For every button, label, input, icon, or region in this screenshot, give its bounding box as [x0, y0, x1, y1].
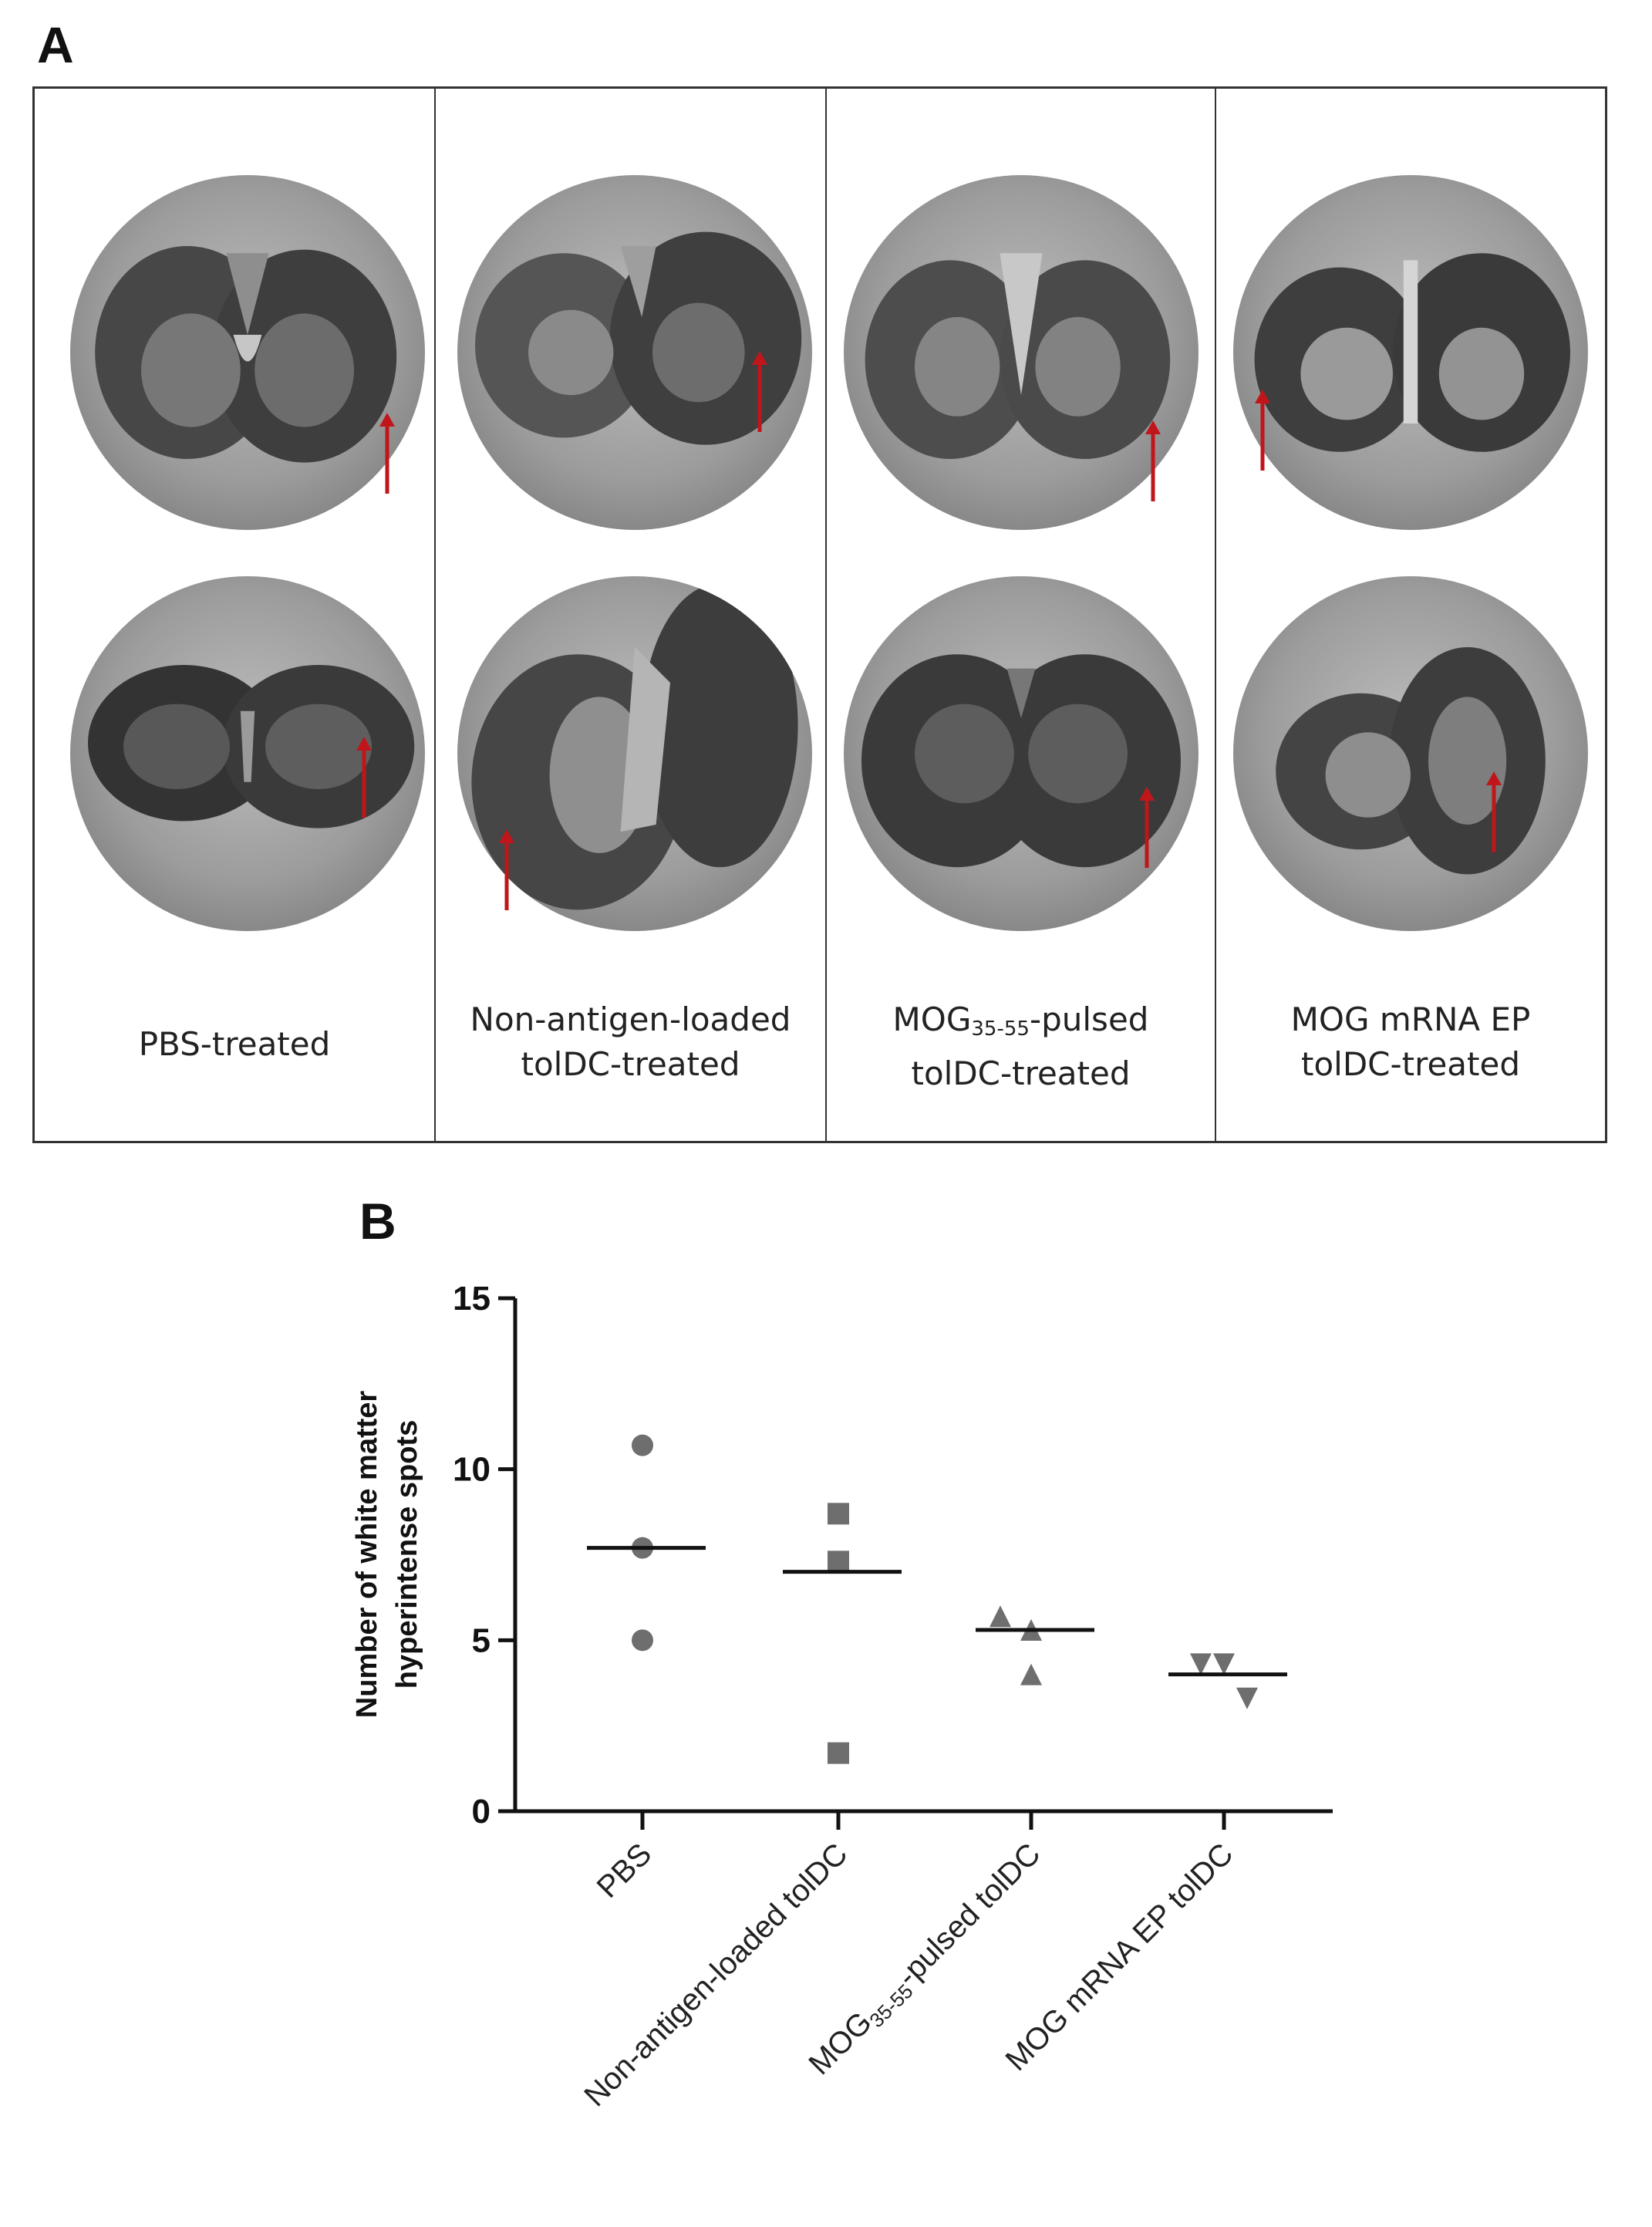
- y-tick-label: 10: [453, 1451, 491, 1489]
- y-tick-label: 0: [472, 1793, 491, 1831]
- data-point: [1213, 1653, 1235, 1675]
- caption-mog-mrna-line-2: tolDC-treated: [1300, 1045, 1520, 1083]
- data-point: [632, 1434, 653, 1456]
- caption-mog-mrna: MOG mRNA EP tolDC-treated: [1216, 997, 1605, 1087]
- panel-a-column-pbs: PBS-treated: [35, 89, 434, 1141]
- mri-image-mog-pulsed-bottom: [844, 576, 1199, 931]
- panel-a-column-non-antigen: Non-antigen-loaded tolDC-treated: [434, 89, 825, 1141]
- caption-pbs: PBS-treated: [35, 1022, 434, 1067]
- panel-a-image-grid: PBS-treated Non-antigen-loaded tolDC-tre: [32, 86, 1607, 1143]
- panel-a-column-mog-pulsed: MOG35-55-pulsed tolDC-treated: [825, 89, 1215, 1141]
- caption-mog-pulsed-line-1: MOG35-55-pulsed: [827, 997, 1215, 1051]
- data-point: [990, 1605, 1011, 1628]
- caption-pbs-line-1: PBS-treated: [138, 1025, 331, 1063]
- data-point: [828, 1742, 849, 1764]
- mri-image-mog-pulsed-top: [844, 175, 1199, 530]
- caption-mog-pulsed: MOG35-55-pulsed tolDC-treated: [827, 997, 1215, 1096]
- data-point: [1190, 1653, 1212, 1675]
- data-point: [1020, 1663, 1042, 1685]
- scatter-chart: 0 5 10 15 Number of white matter hyperintense…: [351, 1280, 1333, 2113]
- mri-image-mog-mrna-top: [1233, 175, 1588, 530]
- x-category-label: MOG mRNA EP tolDC: [999, 1837, 1239, 2077]
- caption-mog-pulsed-line-2: tolDC-treated: [911, 1054, 1131, 1092]
- caption-mog-mrna-line-1: MOG mRNA EP: [1290, 1000, 1531, 1038]
- caption-mog-pulsed-subscript: 35-55: [971, 1017, 1030, 1041]
- data-point: [828, 1550, 849, 1573]
- panel-a-column-mog-mrna: MOG mRNA EP tolDC-treated: [1215, 89, 1605, 1141]
- caption-non-antigen: Non-antigen-loaded tolDC-treated: [436, 997, 825, 1087]
- y-axis-label: Number of white matter hyperintense spots: [351, 1391, 423, 1719]
- panel-a-letter: A: [37, 16, 74, 73]
- data-point: [632, 1629, 653, 1652]
- mri-image-mog-mrna-bottom: [1233, 576, 1588, 931]
- data-point: [828, 1503, 849, 1525]
- mri-image-non-antigen-bottom: [457, 576, 812, 931]
- mri-image-pbs-bottom: [70, 576, 425, 931]
- y-tick-label: 5: [472, 1621, 491, 1659]
- y-tick-label: 15: [453, 1280, 491, 1318]
- caption-mog-pulsed-suffix: -pulsed: [1029, 1000, 1149, 1038]
- caption-non-antigen-line-1: Non-antigen-loaded: [470, 1000, 791, 1038]
- mri-image-pbs-top: [70, 175, 425, 530]
- caption-mog-pulsed-prefix: MOG: [892, 1000, 972, 1038]
- caption-non-antigen-line-2: tolDC-treated: [521, 1045, 740, 1083]
- data-point: [1236, 1687, 1258, 1709]
- panel-b-letter: B: [359, 1193, 396, 1250]
- mri-image-non-antigen-top: [457, 175, 812, 530]
- y-axis-label-line: Number of white matter: [351, 1391, 383, 1719]
- x-category-label: PBS: [591, 1837, 659, 1905]
- y-axis-label-line: hyperintense spots: [391, 1420, 423, 1689]
